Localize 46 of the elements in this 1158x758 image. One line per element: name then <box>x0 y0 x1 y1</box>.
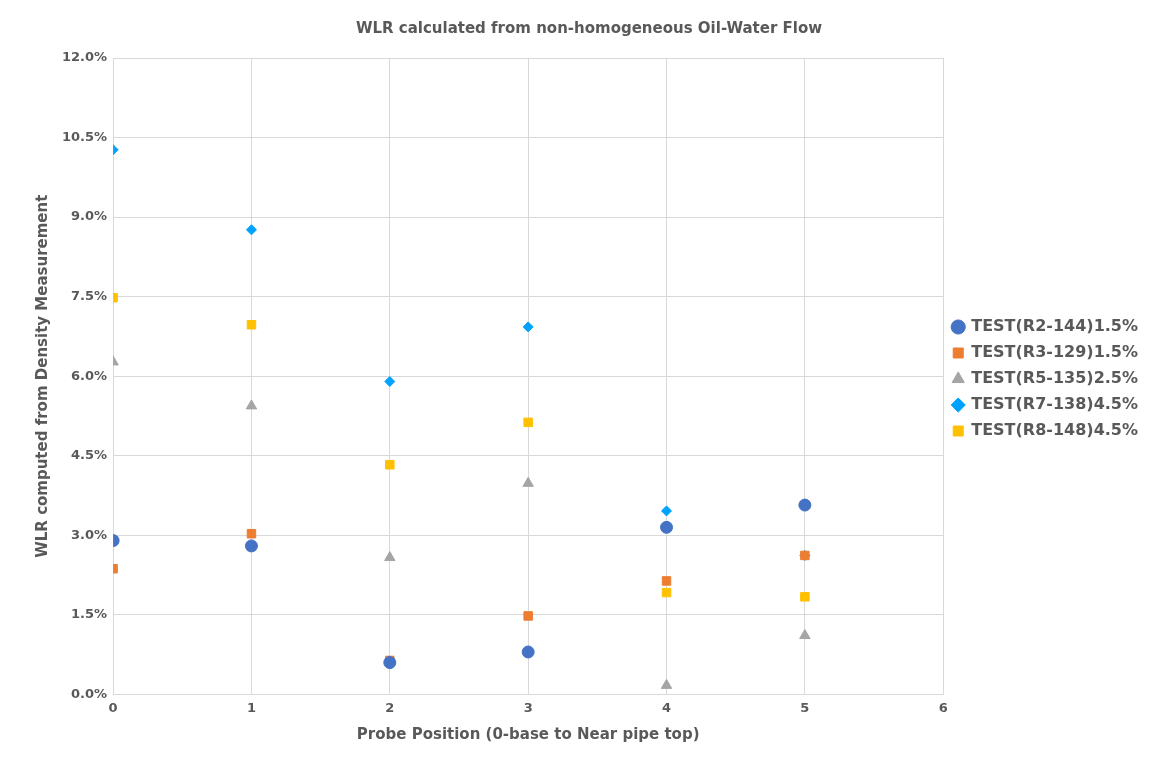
x-tick-label: 1 <box>246 699 256 715</box>
point <box>384 376 396 387</box>
point <box>799 629 811 640</box>
point <box>522 321 534 333</box>
point <box>661 587 672 598</box>
point <box>660 678 673 689</box>
x-tick-label: 0 <box>108 699 118 715</box>
x-tick-label: 4 <box>661 699 672 715</box>
point <box>244 539 258 553</box>
y-axis-title: WLR computed from Density Measurement <box>32 194 51 558</box>
y-tick-label: 6.0% <box>71 367 108 383</box>
point <box>523 417 533 428</box>
point <box>523 611 533 621</box>
point <box>660 520 674 534</box>
y-tick-label: 3.0% <box>71 526 108 542</box>
point <box>521 645 535 659</box>
point <box>661 576 672 586</box>
point <box>245 224 257 236</box>
point <box>522 476 534 487</box>
legend-label: TEST(R2-144)1.5% <box>971 316 1139 336</box>
point <box>385 460 395 470</box>
point <box>245 399 258 410</box>
legend-label: TEST(R5-135)2.5% <box>971 368 1139 388</box>
point <box>383 656 397 670</box>
point <box>246 320 257 330</box>
y-tick-label: 4.5% <box>71 447 108 463</box>
point <box>661 505 673 517</box>
chart-title: WLR calculated from non-homogeneous Oil-Water Flow <box>355 18 823 37</box>
legend-label: TEST(R7-138)4.5% <box>971 394 1139 414</box>
legend-label: TEST(R8-148)4.5% <box>971 420 1139 440</box>
y-tick-label: 0.0% <box>71 685 108 701</box>
x-tick-label: 6 <box>938 699 948 715</box>
x-axis-title: Probe Position (0-base to Near pipe top) <box>356 724 700 743</box>
legend-label: TEST(R3-129)1.5% <box>971 342 1139 362</box>
point <box>246 528 257 539</box>
y-tick-label: 1.5% <box>71 606 108 622</box>
x-tick-label: 5 <box>800 699 810 715</box>
y-tick-label: 12.0% <box>61 49 108 65</box>
x-tick-label: 2 <box>385 699 395 715</box>
point <box>798 498 812 512</box>
x-tick-label: 3 <box>523 699 533 715</box>
point <box>384 551 396 562</box>
y-tick-label: 9.0% <box>71 208 108 224</box>
y-tick-label: 10.5% <box>61 128 108 144</box>
y-tick-label: 7.5% <box>71 288 108 304</box>
point <box>800 592 810 602</box>
